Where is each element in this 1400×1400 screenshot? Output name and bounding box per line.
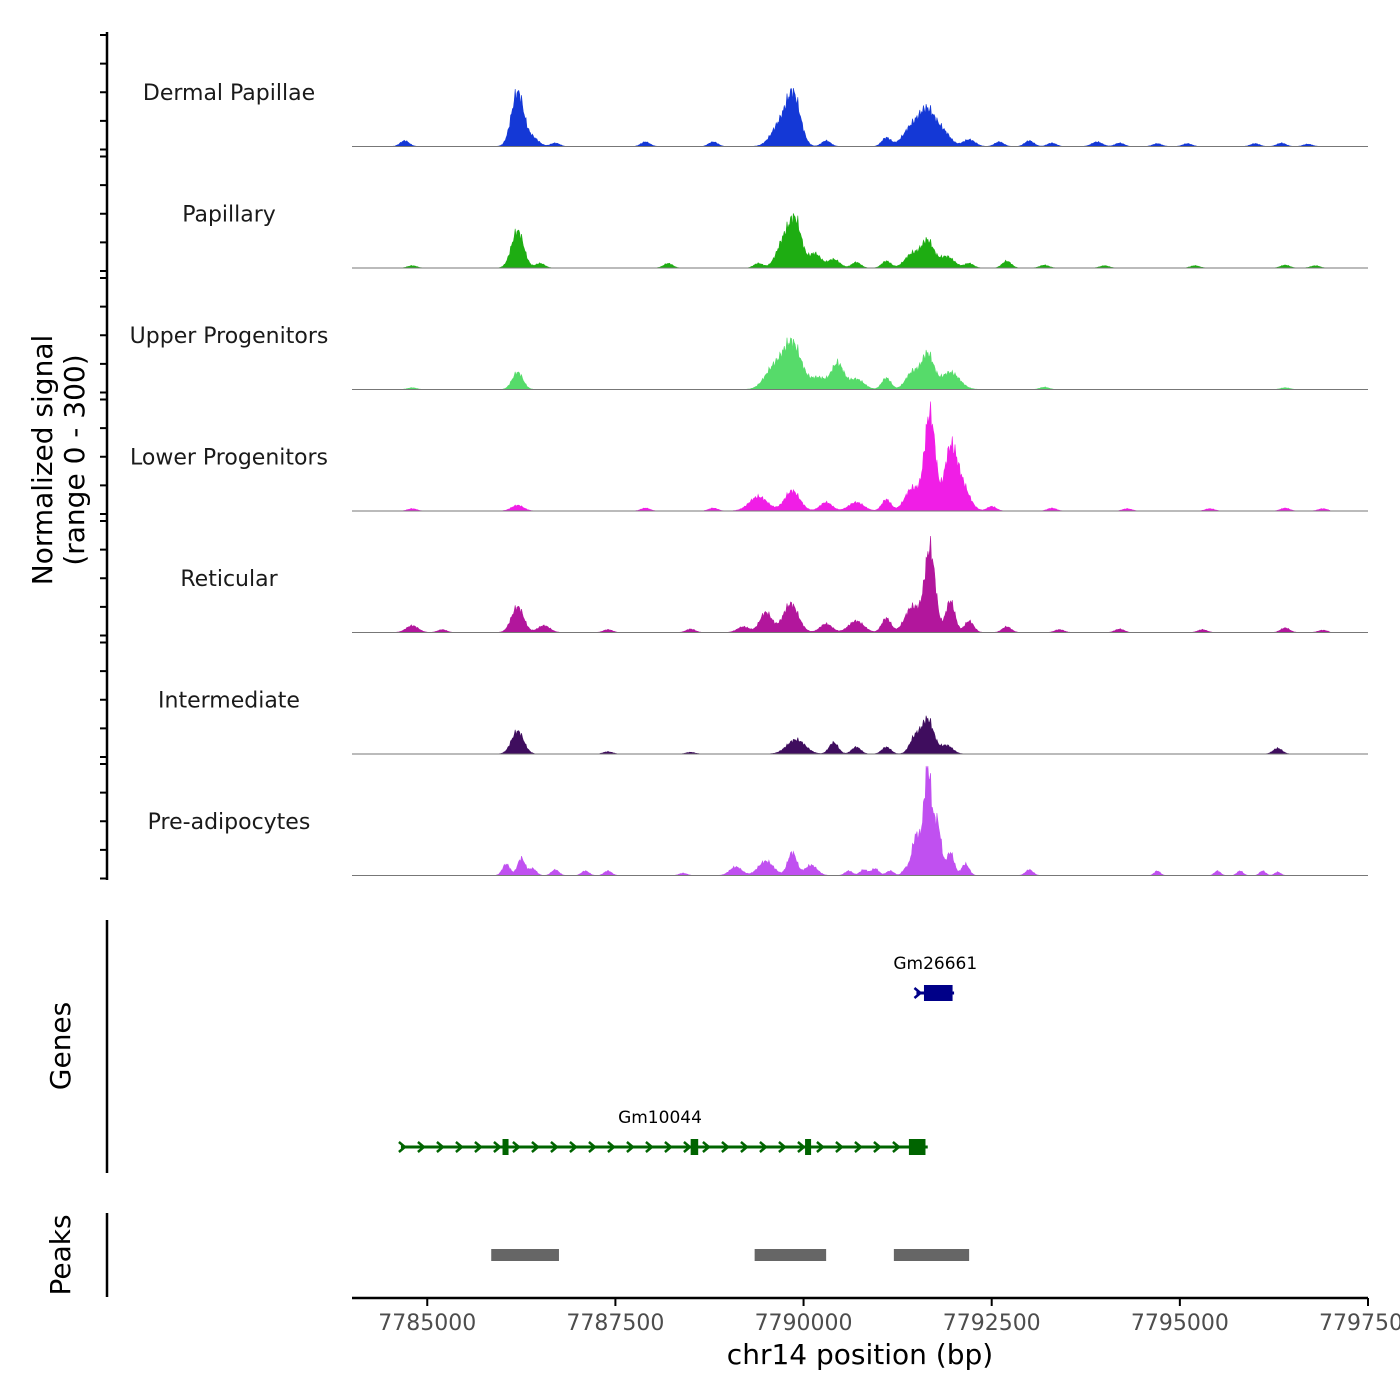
strand-arrow [531,1141,540,1153]
exon [805,1139,812,1155]
strand-arrow [913,987,923,999]
strand-arrow [740,1141,749,1153]
strand-arrow [550,1141,559,1153]
strand-arrow [512,1141,521,1153]
track-5: Intermediate [158,689,1368,755]
x-tick-label: 7795000 [1131,1311,1229,1336]
track-label: Papillary [182,203,276,228]
y-axis-title-line1: Normalized signal [26,335,59,586]
track-label: Upper Progenitors [130,324,329,349]
exon [690,1139,699,1155]
track-label: Intermediate [158,689,300,714]
gene-Gm10044: Gm10044 [398,1108,928,1155]
strand-arrow [892,1141,901,1153]
strand-arrow [645,1141,654,1153]
genes-axis-label: Genes [44,1002,77,1090]
exon [908,1139,926,1155]
x-axis: 7785000 7787500 7790000 7792500 7795000 77975… [352,1296,1400,1336]
strand-arrow [626,1141,635,1153]
strand-arrow [759,1141,768,1153]
gene-label: Gm26661 [893,954,977,974]
exon [502,1139,509,1155]
x-tick-label: 7787500 [566,1311,664,1336]
strand-arrow [493,1141,502,1153]
track-6: Pre-adipocytes [148,765,1368,876]
coverage-tracks: Dermal Papillae Papillary Upper Progenitor… [130,81,1368,876]
peaks-axis-label: Peaks [44,1214,77,1295]
track-2: Upper Progenitors [130,324,1368,390]
track-label: Reticular [180,567,278,592]
x-axis-title: chr14 position (bp) [727,1338,993,1371]
peak-region [754,1249,827,1261]
strand-arrow [778,1141,787,1153]
strand-arrow [664,1141,673,1153]
gene-label: Gm10044 [618,1108,702,1128]
track-1: Papillary [182,203,1368,269]
strand-arrow [873,1141,882,1153]
track-label: Dermal Papillae [143,81,315,106]
peak-region [893,1249,970,1261]
peak-regions-track [491,1249,970,1261]
strand-arrow [797,1141,806,1153]
strand-arrow [588,1141,597,1153]
strand-arrow [683,1141,692,1153]
strand-arrow [702,1141,711,1153]
strand-arrow [455,1141,464,1153]
strand-arrow [816,1141,825,1153]
x-tick-label: 7785000 [378,1311,476,1336]
track-4: Reticular [180,535,1368,633]
x-axis-ticks: 7785000 7787500 7790000 7792500 7795000 77975… [378,1298,1400,1336]
track-label: Lower Progenitors [130,446,328,471]
x-tick-label: 7792500 [943,1311,1041,1336]
x-tick-label: 7790000 [755,1311,853,1336]
strand-arrow [835,1141,844,1153]
y-axis-title-line2: (range 0 - 300) [58,354,91,565]
track-0: Dermal Papillae [143,81,1368,147]
strand-arrow [607,1141,616,1153]
signal-y-ticks [100,34,107,880]
strand-arrow [398,1141,407,1153]
strand-arrow [854,1141,863,1153]
x-tick-label: 7797500 [1319,1311,1400,1336]
track-3: Lower Progenitors [130,401,1368,512]
signal-y-axis [100,32,109,880]
strand-arrow [474,1141,483,1153]
peak-region [491,1249,559,1261]
gene-Gm26661: Gm26661 [893,954,977,1001]
gene-annotation-track: Gm26661 Gm10044 [398,954,977,1155]
strand-arrow [417,1141,426,1153]
strand-arrow [569,1141,578,1153]
strand-arrow [436,1141,445,1153]
strand-arrow [721,1141,730,1153]
track-label: Pre-adipocytes [148,810,311,835]
exon [923,985,953,1001]
